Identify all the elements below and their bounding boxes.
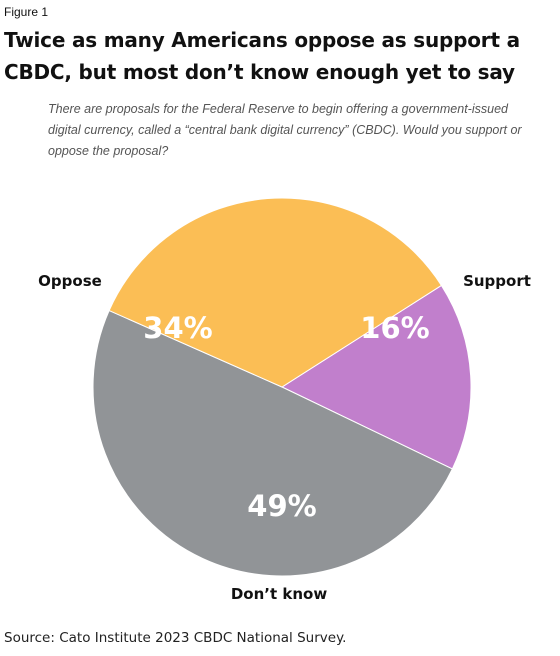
slice-value-label-support: 16%	[360, 311, 429, 345]
slice-category-label-support: Support	[463, 272, 531, 290]
source-note: Source: Cato Institute 2023 CBDC Nationa…	[4, 630, 347, 646]
pie-slice-don-t-know	[92, 309, 453, 577]
pie-slice-support	[280, 284, 472, 470]
pie-slice-oppose	[108, 197, 443, 388]
figure-label: Figure 1	[4, 5, 49, 19]
chart-subtitle: There are proposals for the Federal Rese…	[48, 102, 522, 158]
pie-chart: 16% Support 49% Don’t know 34% Oppose	[38, 197, 531, 603]
chart-title: Twice as many Americans oppose as suppor…	[4, 28, 520, 84]
slice-category-label-don-t-know: Don’t know	[231, 585, 327, 603]
slice-value-label-don-t-know: 49%	[247, 489, 316, 523]
slice-value-label-oppose: 34%	[143, 311, 212, 345]
slice-category-label-oppose: Oppose	[38, 272, 102, 290]
